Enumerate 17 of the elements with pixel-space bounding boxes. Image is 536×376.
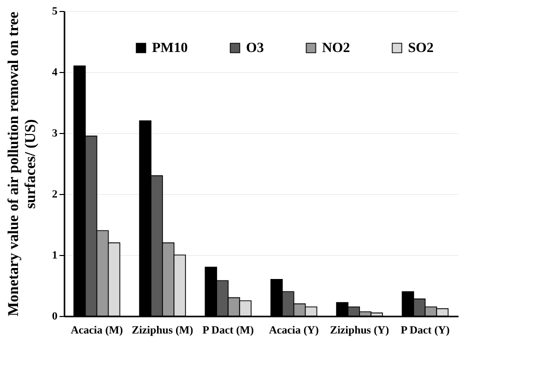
legend-label: O3 [246,41,264,56]
y-tick-label: 4 [52,66,58,78]
x-tick-label: P Dact (M) [202,324,254,336]
y-tick-label: 5 [52,6,58,18]
x-tick-label: Ziziphus (M) [132,324,194,336]
x-tick-label: Ziziphus (Y) [330,324,390,336]
x-tick-label: P Dact (Y) [400,324,450,336]
y-tick-label: 3 [52,128,58,140]
legend-label: PM10 [152,41,188,56]
legend-label: NO2 [322,41,350,56]
y-axis-title: Monetary value of air pollution removal on tree surfaces/ (US) [6,11,39,316]
y-tick-label: 0 [52,310,58,322]
legend-label: SO2 [408,41,434,56]
y-tick-label: 1 [52,250,58,262]
x-tick-label: Acacia (Y) [268,324,320,336]
y-tick-label: 2 [52,188,58,200]
x-tick-label: Acacia (M) [70,324,124,336]
